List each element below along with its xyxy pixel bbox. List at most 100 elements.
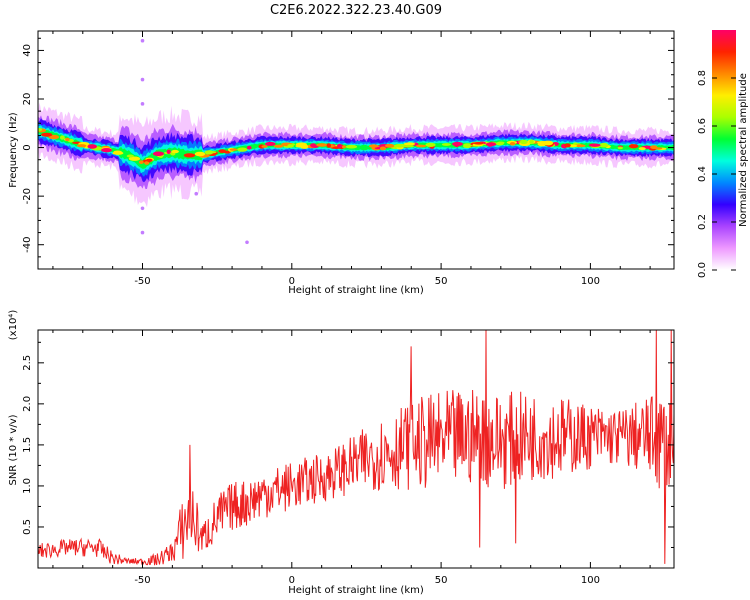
spectrogram-core-blob: [441, 143, 451, 146]
spectrogram-outlier-point: [140, 38, 145, 43]
spectrogram-core-blob: [374, 146, 382, 150]
spectrogram-core-blob: [218, 149, 226, 154]
spectrogram-core-blob: [204, 150, 214, 155]
spectrogram-core-blob: [261, 145, 268, 148]
spectrogram-core-blob: [529, 139, 534, 144]
spectrogram-core-blob: [485, 142, 497, 147]
spectrogram-core-blob: [463, 143, 472, 147]
spectrogram-band-5: [38, 127, 674, 169]
spectrogram-core-blob: [384, 143, 395, 148]
snr-xtick-label: 0: [289, 575, 295, 586]
spectrogram-core-blob: [650, 145, 658, 150]
spectrogram-core-blob: [393, 144, 405, 148]
spectrogram-core-blob: [38, 128, 42, 132]
spectrogram-xtick-label: 0: [289, 276, 295, 287]
spectrogram-ytick-label: 0: [22, 144, 33, 150]
snr-xtick-label: 100: [581, 575, 600, 586]
spectrogram-core-blob: [87, 144, 97, 149]
spectrogram-outlier-point: [245, 240, 249, 245]
spectrogram-core-blob: [287, 144, 294, 148]
spectrogram-core-blob: [60, 135, 65, 140]
snr-y-multiplier: (x10⁴): [8, 310, 19, 341]
colorbar-tick-label: 0.2: [697, 214, 708, 230]
spectrogram-core-blob: [166, 149, 171, 154]
spectrogram-core-blob: [310, 143, 317, 148]
spectrogram-core-blob: [229, 148, 238, 151]
spectrogram-outlier-point: [140, 230, 145, 235]
spectrogram-xtick-label: 100: [581, 276, 600, 287]
snr-xtick-label: -50: [134, 575, 150, 586]
spectrogram-core-blob: [496, 141, 504, 146]
colorbar-scale: [712, 30, 736, 270]
spectrogram-core-blob: [152, 151, 164, 157]
snr-xlabel: Height of straight line (km): [288, 585, 424, 596]
spectrogram-outlier-point: [194, 191, 199, 196]
spectrogram-core-blob: [128, 156, 141, 161]
spectrogram-core-blob: [101, 148, 112, 153]
spectrogram-core-blob: [537, 141, 549, 145]
spectrogram-core-blob: [345, 144, 358, 149]
spectrogram-core-blob: [368, 144, 379, 148]
snr-frame: [37, 329, 675, 569]
snr-ytick-label: 1.0: [22, 478, 33, 494]
spectrogram-core-blob: [48, 134, 60, 140]
spectrogram-core-blob: [183, 153, 196, 158]
spectrogram-core-blob: [138, 160, 144, 164]
spectrogram-core-blob: [509, 142, 516, 146]
spectrogram-core-blob: [403, 142, 416, 146]
spectrogram-core-blob: [574, 144, 586, 148]
colorbar-tick-label: 0.6: [697, 118, 708, 134]
snr-ytick-label: 2.0: [22, 396, 33, 412]
spectrogram-core-blob: [638, 147, 646, 151]
spectrogram-core-blob: [588, 143, 601, 147]
spectrogram-panel: -50 0 50 100 40 20 0 -20 -40 Height of straight …: [8, 30, 675, 296]
spectrogram-core-blob: [569, 144, 578, 148]
snr-ticks: -50 0 50 100 0.5 1.0 1.5 2.0 2.5: [22, 330, 674, 586]
snr-ytick-label: 2.5: [22, 355, 33, 371]
spectrogram-core-blob: [126, 154, 134, 158]
spectrogram-core-blob: [113, 150, 123, 154]
spectrogram-core-blob: [237, 147, 248, 152]
spectrogram-core-blob: [380, 146, 386, 151]
spectrogram-ytick-label: -20: [22, 188, 33, 204]
colorbar-tick-label: 0.4: [697, 166, 708, 182]
spectrogram-core-blob: [599, 142, 609, 148]
snr-panel: -50 0 50 100 0.5 1.0 1.5 2.0 2.5 Height of strai…: [8, 310, 675, 596]
spectrogram-core-blob: [65, 137, 70, 142]
spectrogram-core-blob: [41, 132, 53, 137]
spectrogram-core-blob: [415, 144, 427, 148]
colorbar-tick-label: 0.0: [697, 262, 708, 278]
spectrogram-core-blob: [316, 143, 328, 147]
snr-ylabel: SNR (10 * v/v): [8, 414, 19, 485]
spectrogram-core-blob: [246, 145, 252, 150]
spectrogram-core-blob: [452, 141, 463, 147]
spectrogram-core-blob: [144, 161, 150, 165]
spectrogram-core-blob: [617, 146, 623, 150]
spectrogram-core-blob: [194, 151, 206, 157]
snr-ytick-label: 1.5: [22, 437, 33, 453]
spectrogram-core-blob: [564, 143, 571, 148]
spectrogram-core-blob: [425, 142, 436, 147]
spectrogram-core-blob: [171, 149, 179, 154]
spectrogram-core-blob: [519, 139, 528, 145]
spectrogram-plot-area: [38, 38, 674, 245]
colorbar-label: Normalized spectral amplitude: [738, 73, 749, 227]
spectrogram-core-blob: [146, 158, 153, 162]
spectrogram-ytick-label: -40: [22, 237, 33, 253]
colorbar-tick-label: 0.8: [697, 70, 708, 86]
snr-xtick-label: 50: [435, 575, 448, 586]
spectrogram-core-blob: [265, 141, 276, 146]
spectrogram-ylabel: Frequency (Hz): [8, 112, 19, 188]
spectrogram-frame: [37, 30, 675, 270]
spectrogram-xlabel: Height of straight line (km): [288, 285, 424, 296]
colorbar-ticks: 0.0 0.2 0.4 0.6 0.8: [697, 70, 736, 278]
snr-series-line: [38, 330, 674, 566]
chart-title: C2E6.2022.322.23.40.G09: [270, 3, 442, 18]
spectrogram-xtick-label: -50: [134, 276, 150, 287]
spectrogram-core-blob: [402, 144, 415, 148]
spectrogram-core-blob: [473, 142, 484, 145]
spectrogram-core-blob: [342, 145, 346, 149]
snr-ytick-label: 0.5: [22, 519, 33, 535]
spectrogram-core-blob: [628, 144, 639, 149]
